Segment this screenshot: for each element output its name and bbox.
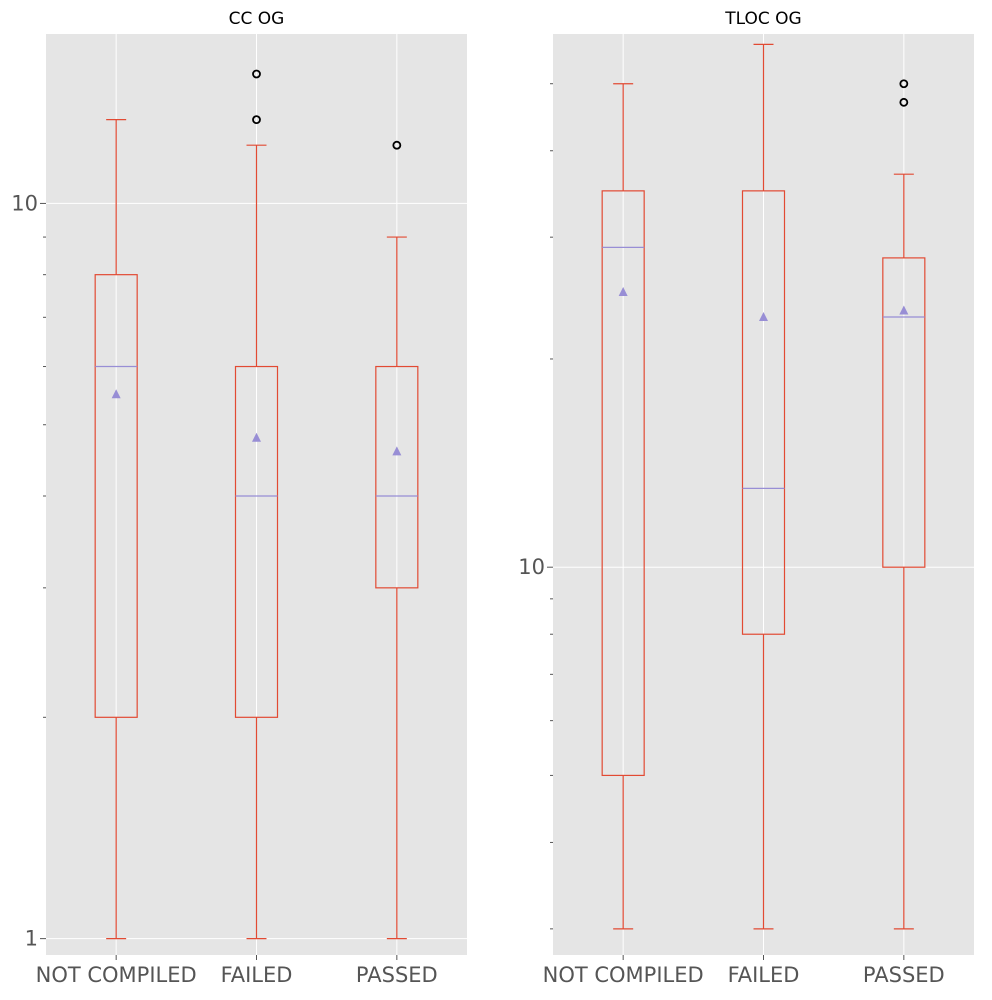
- chart-panel-1: 1 10 NOT COMPILED FAILED PASSED CC OG: [11, 9, 467, 987]
- x-tick-label: NOT COMPILED: [36, 963, 197, 987]
- x-tick-label: PASSED: [863, 963, 945, 987]
- box-group: [741, 43, 786, 930]
- chart-panel-2: 10 NOT COMPILED FAILED PASSED TLOC OG: [518, 9, 974, 987]
- iqr-box: [601, 190, 645, 777]
- outlier-point: [252, 69, 261, 79]
- box-group: [234, 69, 279, 940]
- x-tick-label: NOT COMPILED: [543, 963, 704, 987]
- box-group: [601, 83, 645, 930]
- mean-marker: [618, 286, 628, 296]
- box-group: [94, 119, 138, 940]
- chart-title: TLOC OG: [724, 9, 801, 29]
- box-group: [882, 79, 926, 930]
- mean-marker: [899, 305, 909, 315]
- mean-marker: [392, 446, 402, 456]
- iqr-box: [234, 365, 279, 718]
- iqr-box: [375, 365, 419, 589]
- x-tick-label: PASSED: [356, 963, 438, 987]
- chart-title: CC OG: [229, 9, 285, 29]
- y-tick-label: 10: [11, 191, 38, 215]
- outlier-point: [899, 97, 909, 107]
- iqr-box: [94, 274, 138, 718]
- y-tick-label: 10: [518, 555, 545, 579]
- x-tick-label: FAILED: [221, 963, 293, 987]
- y-tick-label: 1: [25, 927, 38, 951]
- mean-marker: [252, 432, 261, 442]
- outlier-point: [392, 140, 402, 150]
- mean-marker: [759, 311, 768, 321]
- outlier-point: [899, 79, 909, 89]
- iqr-box: [741, 190, 786, 635]
- outlier-point: [252, 115, 261, 125]
- x-tick-label: FAILED: [728, 963, 800, 987]
- box-group: [375, 140, 419, 940]
- mean-marker: [111, 389, 121, 399]
- iqr-box: [882, 257, 926, 568]
